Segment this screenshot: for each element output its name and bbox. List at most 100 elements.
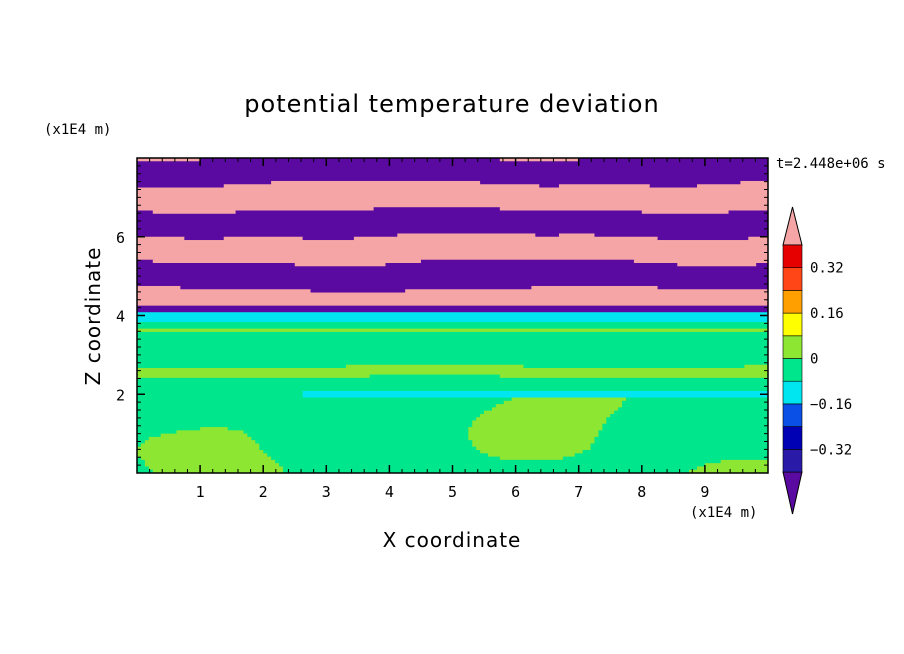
field-cell [176,430,245,435]
field-cell [137,348,768,353]
field-cell [491,407,619,412]
field-cell [697,466,768,471]
x-axis: 1 2 3 4 5 6 7 8 9 [149,158,756,501]
field-cell [137,427,201,431]
x-tick-label: 6 [511,483,520,501]
y-unit-label: (x1E4 m) [44,122,111,138]
field-cell [259,443,473,448]
chart-title: potential temperature deviation [244,90,659,118]
field-cell [137,266,768,271]
field-cell [152,210,237,215]
field-cell [594,436,768,441]
field-cell [223,184,540,189]
field-cell [271,456,501,461]
field-cell [302,236,355,241]
field-cell [558,233,596,238]
y-tick-label: 4 [116,308,125,326]
field-cell [137,259,154,264]
field-cell [251,436,469,441]
field-cell [137,279,768,284]
colorbar-tick-label: 0.16 [810,306,844,322]
field-cell [263,450,481,454]
field-cell [535,233,560,238]
field-cell [137,203,768,208]
colorbar-segment [782,335,803,359]
field-cell [137,423,473,428]
field-cell [468,430,600,435]
field-cell [137,292,768,297]
field-cell [480,450,584,454]
field-cell [641,210,730,215]
field-cell [137,361,768,366]
colorbar-segment [782,358,803,382]
field-cell [578,158,768,162]
field-cell [137,164,768,169]
field-cell [137,174,768,179]
field-cell [137,407,493,412]
field-cell [602,427,768,431]
field-cell [602,423,768,428]
field-cell [137,213,768,218]
field-cell [137,167,768,172]
field-cell [353,236,659,241]
field-cell [259,446,477,451]
contour-field [137,158,768,473]
field-cell [137,207,375,212]
field-cell [397,233,536,238]
field-cell [137,381,768,386]
x-tick-label: 5 [448,483,457,501]
field-cell [137,190,768,195]
field-cell [137,430,178,435]
field-cell [744,364,768,369]
colorbar-segment [782,312,803,337]
field-cell [137,305,768,310]
field-cell [740,180,768,185]
x-tick-label: 4 [385,483,394,501]
field-cell [137,377,768,382]
field-cell [385,263,678,267]
field-cell [137,364,347,369]
field-cell [606,417,768,422]
field-cell [480,180,741,185]
field-cell [137,243,768,248]
field-cell [137,463,146,468]
field-cell [531,285,659,290]
field-cell [476,417,607,422]
field-cell [137,249,768,254]
field-cell [606,420,768,425]
field-cell [137,456,142,461]
field-cell [468,436,596,441]
field-cell [184,236,225,241]
field-cell [137,276,768,281]
field-cell [137,226,768,231]
field-cell [657,236,749,241]
field-cell [704,463,768,468]
field-cell [137,272,768,277]
field-cell [148,436,252,441]
field-cell [468,433,600,438]
field-cell [582,450,768,454]
field-cell [137,325,768,330]
colorbar-segment [782,267,803,291]
colorbar-arrow-min [782,471,803,515]
field-cell [137,253,768,258]
field-cell [137,368,768,372]
colorbar-tick-label: −0.32 [810,442,852,458]
field-cell [626,397,768,402]
field-cell [137,200,768,205]
field-cell [405,289,768,294]
field-cell [137,197,768,202]
field-cell [137,302,768,307]
field-cell [152,259,422,264]
y-axis-label: Z coordinate [81,247,105,386]
field-cell [137,371,768,376]
x-tick-label: 9 [700,483,709,501]
field-cell [137,233,398,238]
field-cell [137,440,146,445]
field-cell [137,171,768,176]
x-tick-label: 7 [574,483,583,501]
field-cell [137,295,768,300]
field-cell [137,194,768,198]
field-cell [756,263,768,267]
field-cell [152,469,284,473]
